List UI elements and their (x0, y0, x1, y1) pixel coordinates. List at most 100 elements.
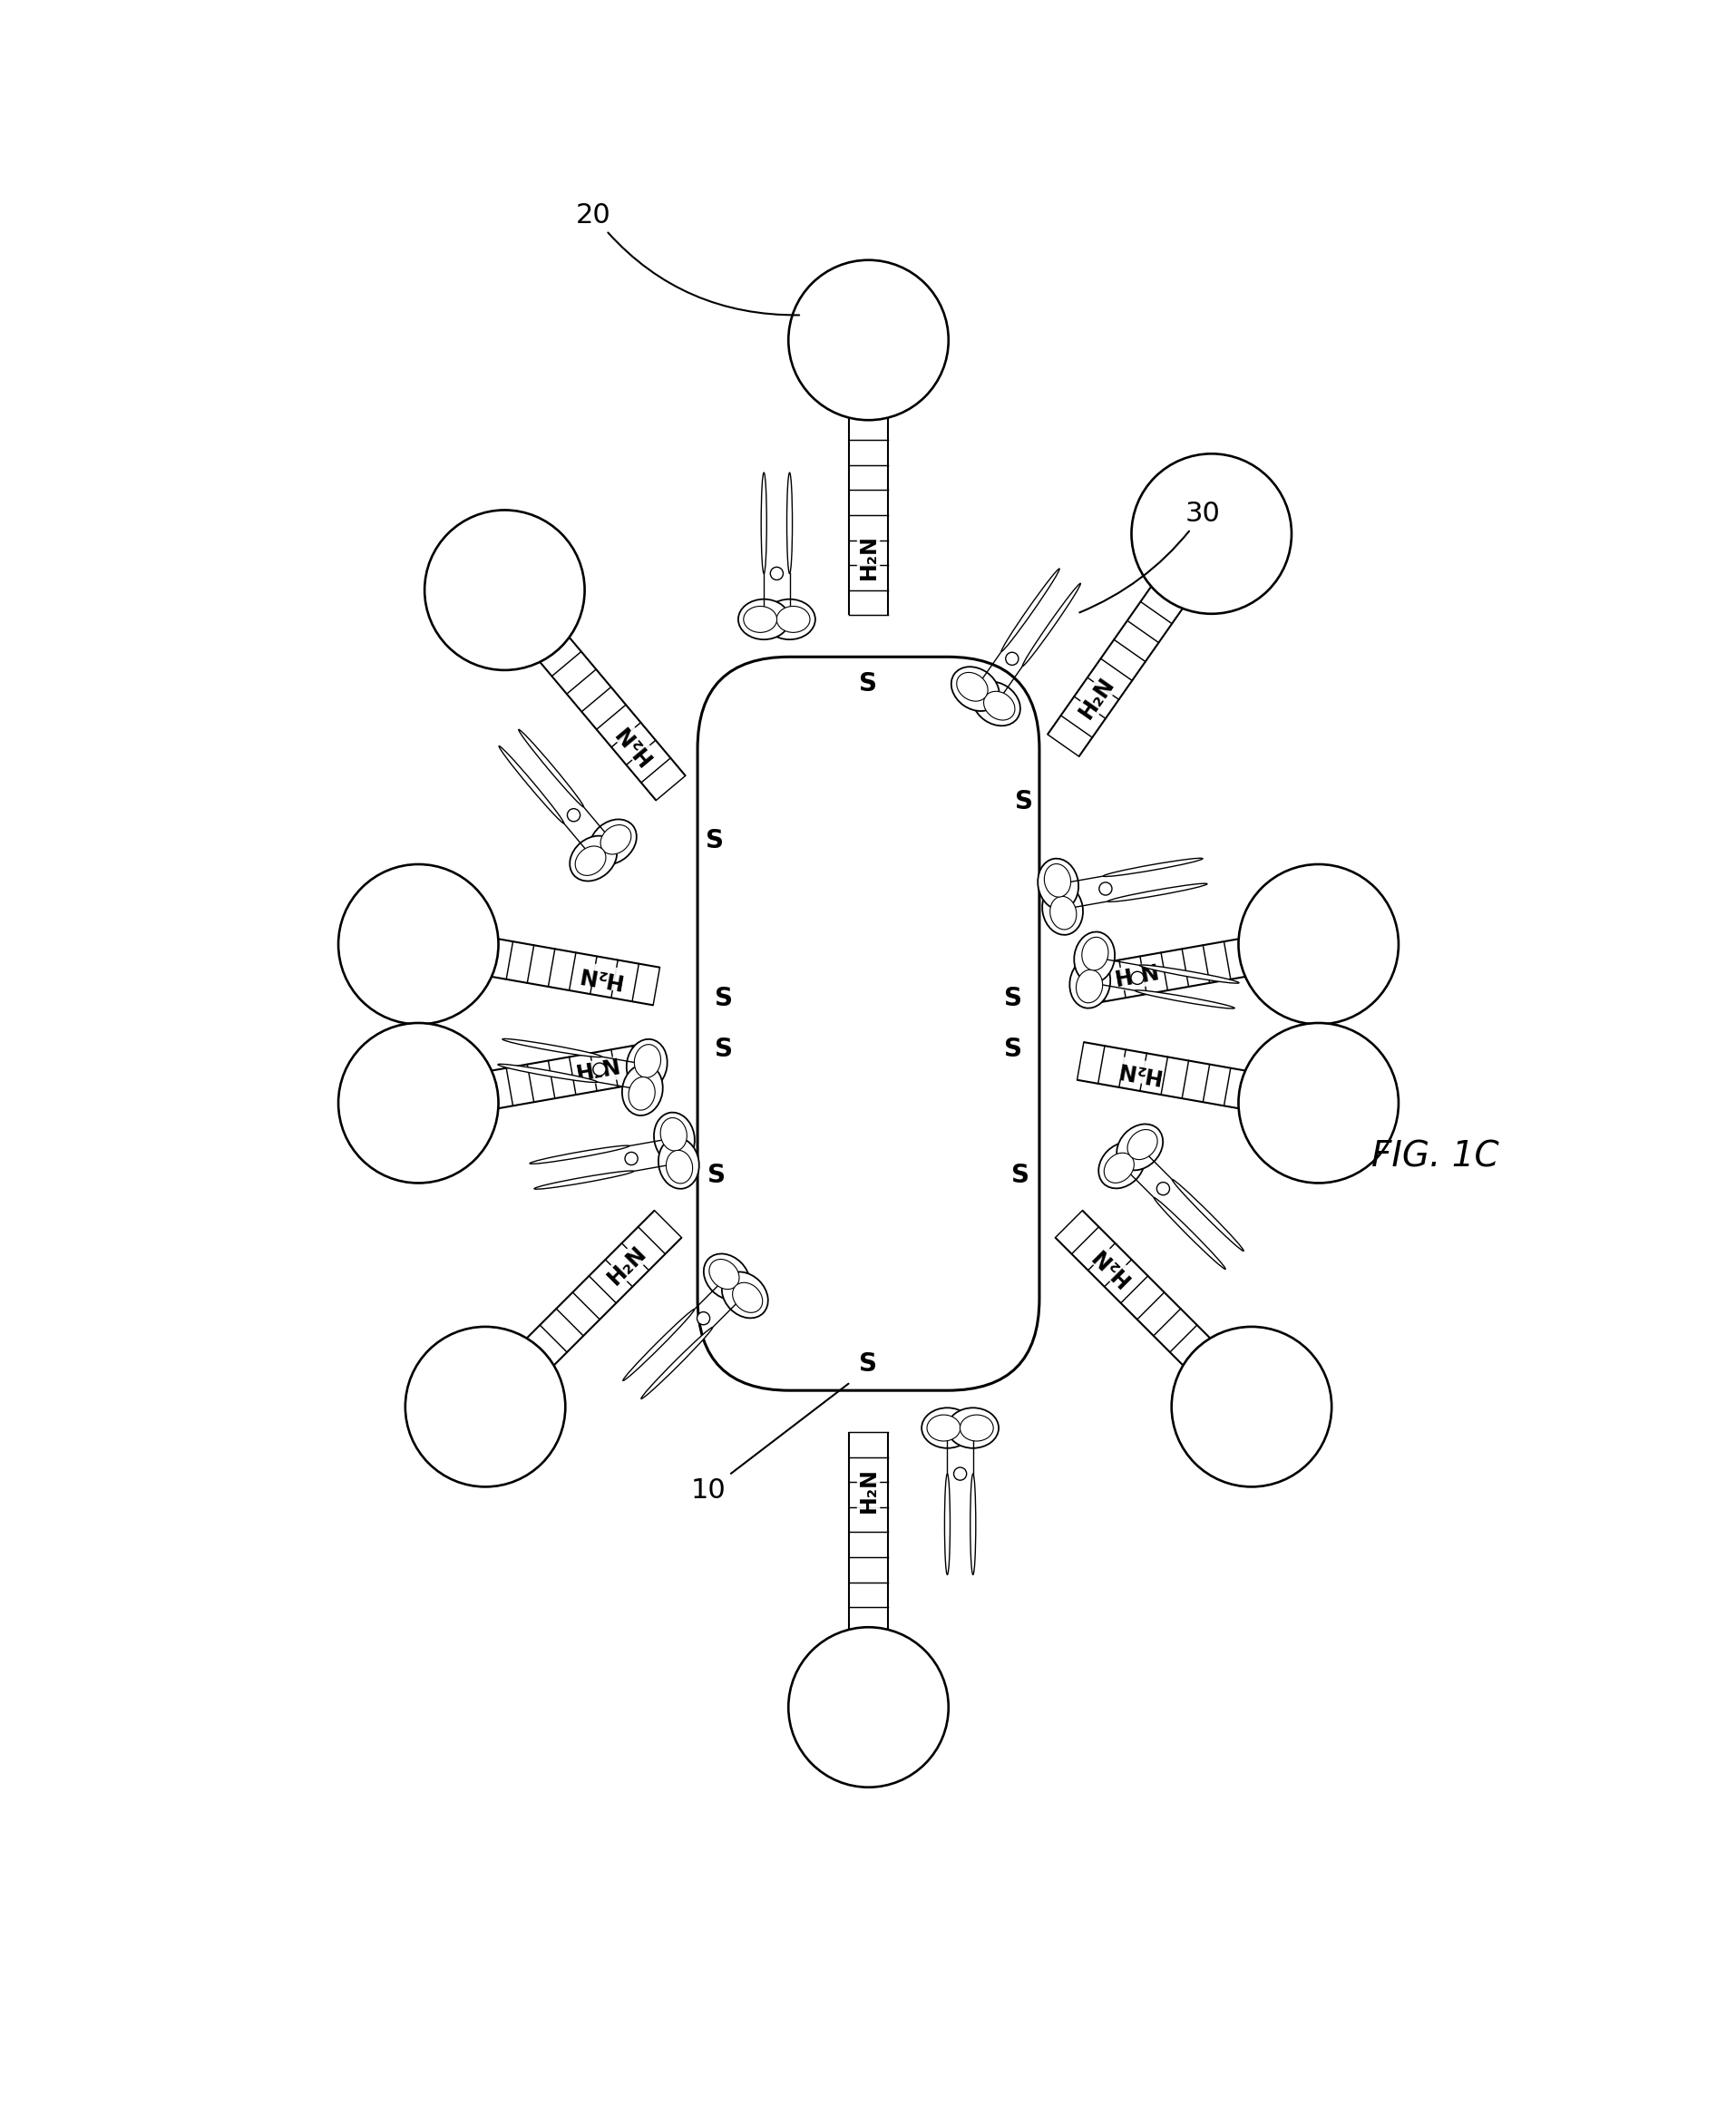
Circle shape (339, 865, 498, 1025)
Ellipse shape (1023, 583, 1080, 666)
Ellipse shape (970, 1473, 976, 1575)
Ellipse shape (627, 1040, 667, 1091)
Ellipse shape (786, 474, 792, 573)
Ellipse shape (1073, 932, 1115, 983)
Text: H₂N: H₂N (575, 1057, 623, 1087)
Text: 10: 10 (691, 1385, 849, 1503)
Circle shape (1238, 865, 1397, 1025)
Ellipse shape (1042, 884, 1083, 934)
Ellipse shape (946, 1408, 998, 1448)
Text: S: S (1014, 789, 1033, 814)
Circle shape (1099, 882, 1111, 894)
Text: H₂N: H₂N (575, 962, 623, 991)
Text: S: S (707, 1163, 726, 1188)
Ellipse shape (722, 1273, 767, 1319)
Ellipse shape (658, 1137, 700, 1188)
Ellipse shape (634, 1044, 660, 1078)
Circle shape (592, 1063, 606, 1076)
Ellipse shape (1127, 1129, 1156, 1161)
Text: S: S (1003, 985, 1021, 1010)
Text: 20: 20 (575, 201, 799, 315)
Ellipse shape (1069, 958, 1109, 1008)
Circle shape (1238, 1023, 1397, 1184)
Text: H₂N: H₂N (1113, 1057, 1161, 1087)
Ellipse shape (569, 835, 616, 882)
Ellipse shape (1036, 858, 1078, 909)
Ellipse shape (738, 598, 790, 641)
Ellipse shape (601, 824, 630, 854)
Circle shape (788, 260, 948, 421)
Circle shape (696, 1313, 710, 1325)
Text: H₂N: H₂N (858, 535, 878, 579)
Text: S: S (715, 985, 733, 1010)
Ellipse shape (1116, 1125, 1163, 1171)
Ellipse shape (535, 1171, 634, 1190)
Ellipse shape (764, 598, 814, 641)
Text: H₂N: H₂N (602, 1241, 651, 1290)
Ellipse shape (1104, 1152, 1134, 1184)
Ellipse shape (621, 1065, 663, 1116)
Ellipse shape (944, 1473, 950, 1575)
Ellipse shape (743, 607, 776, 632)
Ellipse shape (951, 666, 998, 710)
Ellipse shape (1153, 1199, 1226, 1268)
Ellipse shape (1002, 569, 1059, 651)
Text: S: S (1010, 1163, 1029, 1188)
Ellipse shape (1108, 884, 1207, 903)
Ellipse shape (589, 820, 635, 865)
Circle shape (788, 1628, 948, 1786)
Ellipse shape (519, 729, 583, 808)
Text: S: S (859, 1351, 877, 1376)
Ellipse shape (641, 1328, 712, 1399)
Circle shape (1156, 1182, 1168, 1194)
Ellipse shape (1076, 970, 1102, 1002)
Ellipse shape (502, 1038, 601, 1057)
Circle shape (339, 1023, 498, 1184)
Ellipse shape (498, 1063, 597, 1082)
Ellipse shape (660, 1118, 686, 1150)
Ellipse shape (957, 672, 988, 702)
Ellipse shape (667, 1150, 693, 1184)
Circle shape (953, 1467, 965, 1480)
Ellipse shape (703, 1254, 750, 1300)
Text: H₂N: H₂N (858, 1467, 878, 1514)
Ellipse shape (960, 1414, 993, 1442)
Ellipse shape (922, 1408, 972, 1448)
Circle shape (1130, 455, 1292, 613)
Ellipse shape (628, 1076, 654, 1110)
Text: S: S (705, 829, 724, 854)
Circle shape (771, 567, 783, 579)
Ellipse shape (653, 1112, 694, 1163)
Text: S: S (1003, 1036, 1021, 1061)
Circle shape (404, 1328, 564, 1486)
Ellipse shape (1102, 858, 1201, 877)
FancyBboxPatch shape (698, 657, 1038, 1391)
Ellipse shape (708, 1260, 740, 1290)
Ellipse shape (972, 681, 1019, 725)
Ellipse shape (623, 1309, 694, 1380)
Text: S: S (859, 670, 877, 696)
Ellipse shape (1097, 1142, 1144, 1188)
Ellipse shape (1043, 865, 1069, 896)
Text: S: S (715, 1036, 733, 1061)
Circle shape (1130, 972, 1144, 985)
Ellipse shape (1082, 937, 1108, 970)
Circle shape (625, 1152, 637, 1165)
Ellipse shape (529, 1146, 628, 1165)
Text: H₂N: H₂N (1075, 672, 1118, 723)
Text: H₂N: H₂N (1113, 962, 1161, 991)
Ellipse shape (1135, 989, 1234, 1008)
Ellipse shape (575, 846, 606, 875)
Ellipse shape (760, 474, 766, 573)
Circle shape (1005, 653, 1017, 666)
Circle shape (568, 810, 580, 822)
Circle shape (424, 509, 585, 670)
Ellipse shape (1172, 1180, 1243, 1251)
Ellipse shape (776, 607, 809, 632)
Text: 30: 30 (1080, 501, 1219, 613)
Ellipse shape (927, 1414, 960, 1442)
Ellipse shape (733, 1283, 762, 1313)
Text: H₂N: H₂N (1085, 1241, 1134, 1290)
Ellipse shape (1050, 896, 1076, 930)
Ellipse shape (1139, 964, 1238, 983)
